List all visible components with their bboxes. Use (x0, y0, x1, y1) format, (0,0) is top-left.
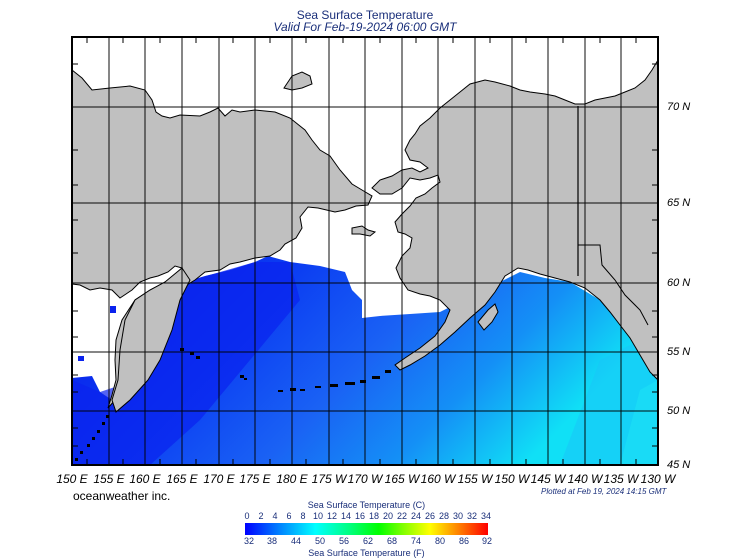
lon-label: 175 E (239, 472, 271, 486)
lon-label: 130 W (640, 472, 676, 486)
lon-label: 145 W (530, 472, 566, 486)
legend-tick-c: 2 (258, 511, 264, 521)
legend-tick-f: 92 (481, 536, 493, 546)
legend-tick-f: 38 (266, 536, 278, 546)
legend-tick-c: 10 (312, 511, 324, 521)
lon-label: 170 W (347, 472, 383, 486)
lon-label: 160 E (129, 472, 161, 486)
lat-label: 65 N (667, 197, 691, 209)
legend-tick-c: 12 (326, 511, 338, 521)
legend-tick-c: 24 (410, 511, 422, 521)
lat-label: 55 N (667, 346, 691, 358)
lon-label: 165 E (166, 472, 198, 486)
legend-tick-c: 16 (354, 511, 366, 521)
lon-label: 160 W (420, 472, 456, 486)
kuril-islands (75, 415, 109, 461)
legend-tick-f: 74 (410, 536, 422, 546)
plotted-timestamp: Plotted at Feb 19, 2024 14:15 GMT (541, 487, 667, 496)
lat-label: 50 N (667, 405, 691, 417)
legend-tick-c: 6 (286, 511, 292, 521)
lon-label: 155 E (93, 472, 125, 486)
lon-label: 155 W (457, 472, 493, 486)
legend-tick-f: 68 (386, 536, 398, 546)
map-title: Sea Surface Temperature (296, 8, 434, 22)
land-kodiak-island (477, 303, 499, 331)
map-subtitle: Valid For Feb-19-2024 06:00 GMT (273, 20, 457, 34)
legend-colorbar (245, 523, 488, 535)
lon-label: 165 W (384, 472, 420, 486)
legend-tick-c: 34 (480, 511, 492, 521)
legend-tick-f: 56 (338, 536, 350, 546)
graticule (72, 37, 658, 465)
legend-tick-c: 22 (396, 511, 408, 521)
lon-label: 150 E (56, 472, 88, 486)
land-st-lawrence-island (351, 225, 377, 237)
lon-label: 135 W (603, 472, 639, 486)
lon-label: 175 W (311, 472, 347, 486)
lon-label: 180 E (276, 472, 308, 486)
legend-tick-f: 32 (243, 536, 255, 546)
legend-tick-c: 4 (272, 511, 278, 521)
lon-label: 150 W (494, 472, 530, 486)
legend-tick-f: 62 (362, 536, 374, 546)
sst-map (71, 36, 659, 466)
legend-tick-c: 20 (382, 511, 394, 521)
lat-label: 60 N (667, 277, 691, 289)
legend-tick-f: 50 (314, 536, 326, 546)
credit-text: oceanweather inc. (73, 489, 171, 503)
land-alaska (371, 37, 658, 381)
lat-label: 45 N (667, 459, 691, 471)
legend-tick-c: 8 (300, 511, 306, 521)
legend-tick-c: 32 (466, 511, 478, 521)
legend-tick-f: 44 (290, 536, 302, 546)
legend-tick-f: 80 (434, 536, 446, 546)
legend-tick-c: 30 (452, 511, 464, 521)
aleutian-islands (180, 348, 391, 392)
lon-label: 170 E (203, 472, 235, 486)
legend-tick-f: 86 (458, 536, 470, 546)
legend-tick-c: 28 (438, 511, 450, 521)
map-frame (71, 36, 659, 466)
legend-tick-c: 18 (368, 511, 380, 521)
legend-title-fahrenheit: Sea Surface Temperature (F) (308, 548, 425, 558)
legend-tick-c: 26 (424, 511, 436, 521)
land-wrangel-island (283, 71, 313, 91)
lat-label: 70 N (667, 101, 691, 113)
lon-label: 140 W (567, 472, 603, 486)
legend-title-celsius: Sea Surface Temperature (C) (307, 500, 426, 510)
legend-tick-c: 0 (244, 511, 250, 521)
legend-tick-c: 14 (340, 511, 352, 521)
